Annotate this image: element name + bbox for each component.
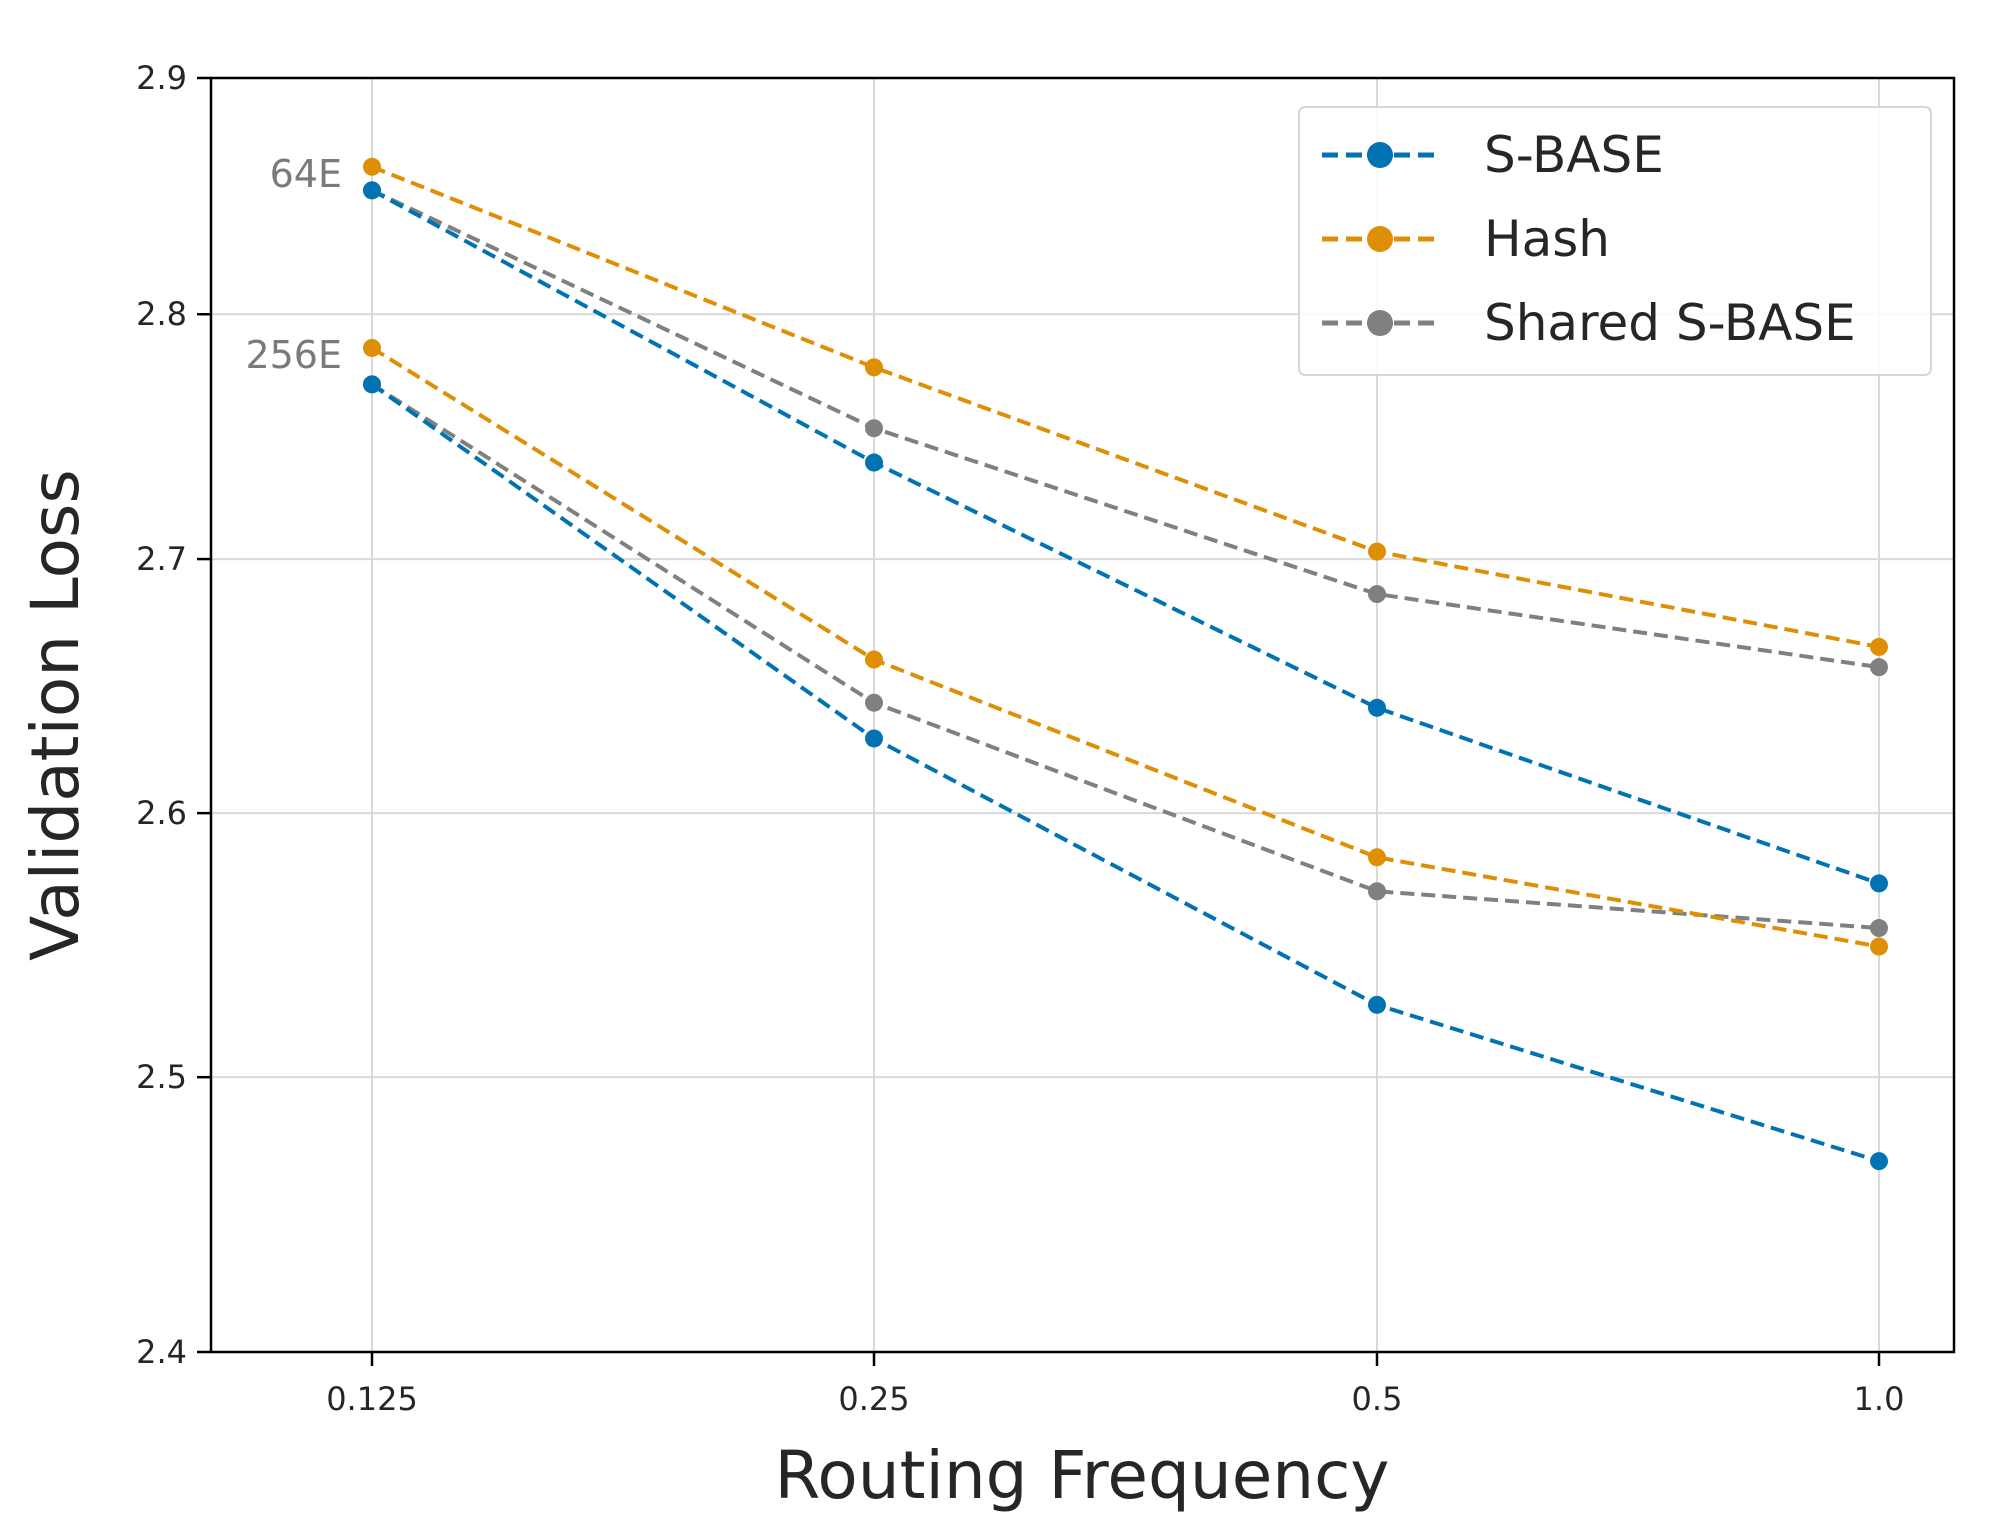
- legend-marker: [1367, 310, 1393, 336]
- data-point: [1870, 874, 1888, 893]
- data-point: [865, 650, 883, 669]
- data-point: [865, 419, 883, 438]
- data-point: [865, 358, 883, 377]
- y-tick-label: 2.6: [136, 794, 187, 832]
- x-tick-label: 0.125: [326, 1380, 418, 1418]
- y-tick-label: 2.9: [136, 59, 187, 97]
- legend-marker: [1367, 226, 1393, 252]
- data-point: [1870, 919, 1888, 938]
- data-point: [865, 693, 883, 712]
- data-point: [363, 157, 381, 176]
- y-axis-label: Validation Loss: [17, 469, 94, 961]
- group-label-64e: 64E: [270, 152, 342, 196]
- data-point: [865, 453, 883, 472]
- data-point: [363, 375, 381, 394]
- data-point: [865, 729, 883, 748]
- data-point: [1870, 658, 1888, 677]
- series-line-hash-64e: [371, 164, 1880, 649]
- data-point: [1870, 937, 1888, 956]
- data-point: [1368, 848, 1386, 867]
- plot-frame: [209, 76, 1956, 1354]
- series-line-shared-s-base-64e: [371, 188, 1880, 670]
- group-label-256e: 256E: [245, 333, 342, 377]
- x-axis-label: Routing Frequency: [775, 1437, 1390, 1514]
- data-point: [1870, 1152, 1888, 1171]
- group-annotations: 64E 256E: [245, 152, 342, 377]
- axis-ticks: 2.4 2.5 2.6 2.7 2.8 2.9 0.125 0.25 0.5 1.0: [136, 59, 1904, 1418]
- series-line-shared-s-base-256e: [370, 382, 1880, 931]
- series-line-s-base-64e: [371, 188, 1880, 886]
- data-point: [363, 338, 381, 357]
- data-point: [1368, 585, 1386, 604]
- y-tick-label: 2.8: [136, 295, 187, 333]
- series-line-s-base-256e: [370, 382, 1880, 1164]
- y-tick-label: 2.5: [136, 1058, 187, 1096]
- data-point: [1368, 882, 1386, 901]
- data-point: [363, 181, 381, 200]
- data-point: [1368, 698, 1386, 717]
- data-point: [1870, 637, 1888, 656]
- data-point: [1368, 542, 1386, 561]
- y-tick-label: 2.4: [136, 1333, 187, 1371]
- legend: S-BASE Hash Shared S-BASE: [1298, 106, 1932, 376]
- series-lines: [363, 157, 1888, 1171]
- series-line-hash-256e: [370, 346, 1880, 949]
- legend-marker: [1367, 142, 1393, 168]
- x-tick-label: 0.25: [838, 1380, 909, 1418]
- legend-label: Shared S-BASE: [1484, 294, 1856, 352]
- y-tick-label: 2.7: [136, 540, 187, 578]
- legend-label: S-BASE: [1484, 126, 1664, 184]
- x-tick-label: 0.5: [1352, 1380, 1403, 1418]
- x-tick-label: 1.0: [1854, 1380, 1905, 1418]
- legend-box: [1298, 106, 1932, 376]
- legend-label: Hash: [1484, 210, 1610, 268]
- data-point: [1368, 995, 1386, 1014]
